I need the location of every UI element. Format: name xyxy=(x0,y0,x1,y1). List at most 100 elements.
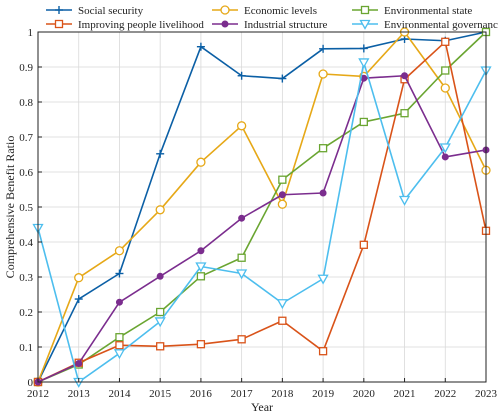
data-point xyxy=(114,246,125,256)
legend-label: Improving people livelihood xyxy=(78,19,204,31)
data-point xyxy=(439,143,451,154)
data-point xyxy=(115,333,124,342)
data-point xyxy=(236,269,248,280)
series-4 xyxy=(34,72,490,386)
data-point xyxy=(74,273,84,283)
legend-entry: Industrial structure xyxy=(212,19,328,31)
data-point xyxy=(398,195,411,206)
legend-label: Economic levels xyxy=(244,5,317,17)
data-point xyxy=(156,342,165,351)
data-point xyxy=(358,58,370,69)
data-point xyxy=(196,272,206,281)
y-tick-label: 0.2 xyxy=(19,307,33,319)
series-line xyxy=(37,74,487,383)
grid-lines xyxy=(37,31,487,383)
x-tick-label: 2019 xyxy=(312,388,335,400)
legend-entry: Economic levels xyxy=(212,5,317,17)
y-tick-label: 0.3 xyxy=(19,272,33,284)
legend-entry: Environmental state xyxy=(352,5,472,17)
y-tick-label: 0.5 xyxy=(19,202,33,214)
data-point xyxy=(196,157,206,167)
series-1 xyxy=(33,27,491,387)
y-tick-label: 1 xyxy=(28,27,34,39)
data-point xyxy=(237,253,246,262)
data-point xyxy=(236,121,247,131)
y-axis-label: Comprehensive Benefit Ratio xyxy=(3,136,17,279)
x-tick-label: 2022 xyxy=(434,388,456,400)
x-tick-label: 2014 xyxy=(108,388,131,400)
data-point xyxy=(197,247,205,255)
legend-marker xyxy=(221,20,229,28)
legend-marker xyxy=(54,19,64,29)
x-tick-label: 2012 xyxy=(27,388,49,400)
data-point xyxy=(277,199,288,209)
data-point xyxy=(359,117,368,127)
data-point xyxy=(359,240,368,249)
data-point xyxy=(196,42,205,51)
data-point xyxy=(318,144,328,153)
data-point xyxy=(317,274,329,285)
data-point xyxy=(400,109,409,118)
x-tick-label: 2017 xyxy=(231,388,254,400)
y-tick-label: 0 xyxy=(28,377,34,389)
series-line xyxy=(37,61,487,383)
x-axis-label: Year xyxy=(251,400,273,414)
data-point xyxy=(237,71,246,80)
data-point xyxy=(115,341,124,350)
x-tick-label: 2023 xyxy=(475,388,498,400)
data-point xyxy=(196,340,206,349)
x-tick-label: 2021 xyxy=(394,388,416,400)
series-line xyxy=(37,40,487,383)
data-point xyxy=(318,69,328,79)
y-tick-label: 0.9 xyxy=(19,62,33,74)
x-tick-label: 2016 xyxy=(190,388,213,400)
data-point xyxy=(278,175,287,184)
data-point xyxy=(155,205,165,215)
x-tick-label: 2020 xyxy=(353,388,376,400)
data-point xyxy=(278,74,287,83)
data-point xyxy=(440,83,450,93)
y-axis-ticks: 0 0.1 0.2 0.3 0.4 0.5 0.6 0.7 0.8 0.9 1 xyxy=(19,27,42,389)
legend-marker xyxy=(359,19,371,30)
y-tick-label: 0.4 xyxy=(19,237,33,249)
data-point xyxy=(318,347,328,356)
series-line xyxy=(37,31,487,383)
x-tick-label: 2018 xyxy=(271,388,294,400)
legend-entry: Social security xyxy=(46,5,144,17)
data-point xyxy=(156,149,165,158)
data-point xyxy=(195,262,207,273)
legend-entry: Improving people livelihood xyxy=(46,19,204,31)
data-point xyxy=(156,272,164,280)
data-point xyxy=(75,359,83,367)
series-line xyxy=(37,31,487,383)
data-point xyxy=(441,66,450,75)
legend-entry: Environmental governance xyxy=(352,19,498,31)
legend-marker xyxy=(360,5,370,15)
x-axis-ticks: 2012 2013 2014 2015 2016 2017 2018 2019 2020 2021… xyxy=(27,378,498,400)
data-point xyxy=(441,153,449,161)
data-point xyxy=(278,316,287,325)
series-line xyxy=(37,31,487,383)
data-point xyxy=(359,44,368,53)
data-point xyxy=(154,317,166,328)
y-tick-label: 0.6 xyxy=(19,167,33,179)
data-point xyxy=(319,44,328,53)
y-tick-label: 0.7 xyxy=(19,132,33,144)
legend: Social security Economic levels Environmen… xyxy=(46,5,498,31)
data-point xyxy=(278,191,286,199)
data-point xyxy=(156,307,165,317)
series-group xyxy=(32,27,492,388)
data-point xyxy=(276,299,288,310)
data-point xyxy=(115,298,123,306)
data-point xyxy=(401,72,409,80)
legend-marker xyxy=(220,5,230,15)
y-tick-label: 0.8 xyxy=(19,97,33,109)
legend-label: Industrial structure xyxy=(244,19,328,31)
data-point xyxy=(441,37,450,46)
data-point xyxy=(74,295,83,304)
data-point xyxy=(238,214,246,222)
x-tick-label: 2015 xyxy=(149,388,172,400)
x-tick-label: 2013 xyxy=(68,388,91,400)
legend-label: Environmental governance xyxy=(384,19,498,31)
